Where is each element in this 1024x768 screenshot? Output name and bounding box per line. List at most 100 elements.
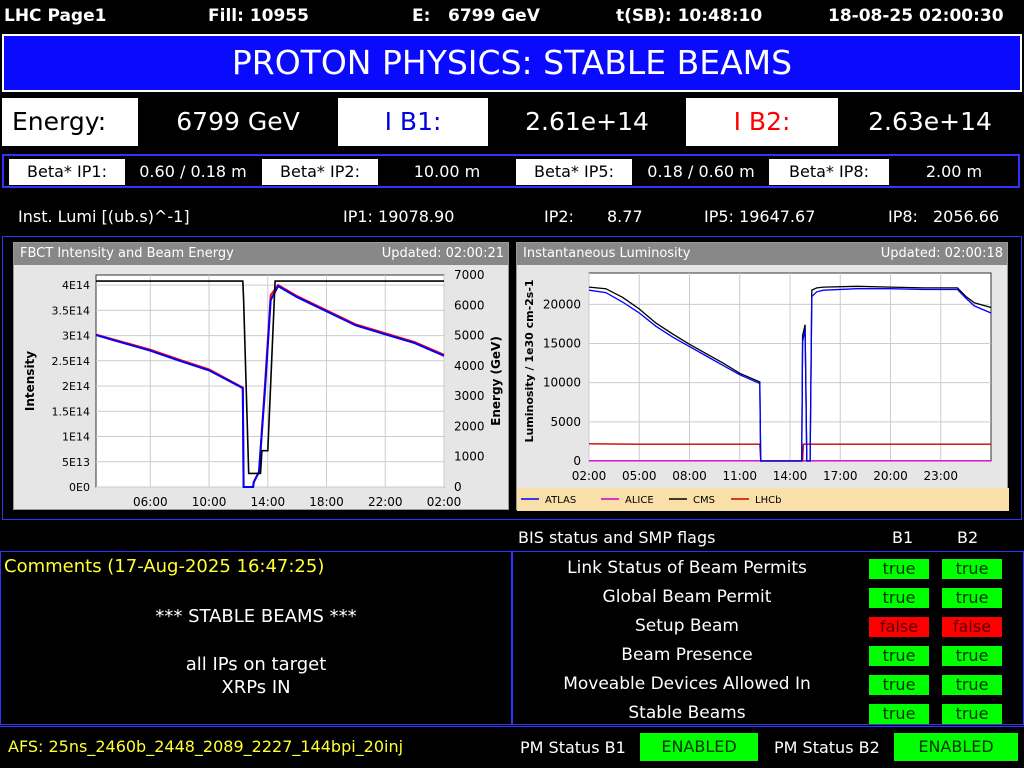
fbct-y-tick-label: 1.5E14 [52, 405, 90, 418]
bis-flag-label: Stable Beams [628, 703, 746, 723]
lumi-x-tick-label: 14:00 [773, 469, 808, 483]
lumi-x-tick-label: 08:00 [672, 469, 707, 483]
lumi-x-tick-label: 05:00 [622, 469, 657, 483]
footer-bar: AFS: 25ns_2460b_2448_2089_2227_144bpi_20… [0, 726, 1024, 768]
bis-flag-b2-value: false [942, 617, 1002, 637]
fbct-chart: 06:00 10:00 14:00 18:00 22:00 02:00 0E0 5E13 1E1… [23, 268, 503, 509]
lumi-y-tick-label: 15000 [543, 337, 581, 351]
bis-flag-label: Global Beam Permit [602, 587, 772, 607]
fbct-y-tick-label: 4E14 [62, 279, 90, 292]
fbct-series-line [95, 284, 445, 488]
lumi-chart-titlebar: Instantaneous Luminosity Updated: 02:00:… [517, 243, 1007, 265]
bis-title: BIS status and SMP flags [518, 528, 716, 547]
lumi-y-axis-label: Luminosity / 1e30 cm-2s-1 [523, 279, 536, 442]
lumi-ip8-label: IP8: [888, 207, 918, 226]
bis-flag-b2-value: true [942, 588, 1002, 608]
lumi-y-tick-label: 0 [573, 454, 581, 468]
bis-flag-label: Moveable Devices Allowed In [563, 674, 811, 694]
fbct-x-tick-label: 02:00 [427, 495, 462, 509]
lumi-chart-updated: Updated: 02:00:18 [880, 246, 1003, 261]
top-status-bar: LHC Page1 Fill: 10955 E: 6799 GeV t(SB):… [0, 0, 1024, 32]
ib2-label: I B2: [686, 98, 838, 146]
bis-flag-label: Link Status of Beam Permits [567, 558, 807, 578]
lumi-ip8-value: 2056.66 [933, 207, 1000, 226]
lumi-y-tick-label: 5000 [550, 415, 581, 429]
ib2-value: 2.63e+14 [838, 98, 1022, 146]
energy-value: 6799 GeV [448, 6, 540, 26]
fbct-x-tick-label: 14:00 [251, 495, 286, 509]
bis-col-b2: B2 [957, 528, 979, 547]
ib1-value: 2.61e+14 [488, 98, 686, 146]
fbct-y-tick-label: 1E14 [62, 431, 90, 444]
comment-line-3: XRPs IN [221, 677, 291, 698]
beta-ip2-label: Beta* IP2: [262, 159, 378, 185]
bis-flag-b2-value: true [942, 704, 1002, 724]
beta-ip2-value: 10.00 m [380, 159, 514, 185]
fbct-y-tick-label: 2E14 [62, 380, 90, 393]
bis-flag-b1-value: true [869, 588, 929, 608]
pm-status-b2-value: ENABLED [894, 733, 1018, 761]
bis-flag-b1-value: true [869, 675, 929, 695]
lumi-chart-panel: Instantaneous Luminosity Updated: 02:00:… [516, 242, 1009, 511]
fbct-chart-panel: FBCT Intensity and Beam Energy Updated: … [13, 242, 509, 510]
lumi-x-tick-label: 17:00 [823, 469, 858, 483]
fbct-y2-tick-label: 6000 [454, 298, 485, 312]
bis-flag-b2-value: true [942, 559, 1002, 579]
lumi-y-tick-label: 10000 [543, 376, 581, 390]
beta-ip8-label: Beta* IP8: [769, 159, 889, 185]
fbct-y2-tick-label: 3000 [454, 389, 485, 403]
bis-flag-b1-value: false [869, 617, 929, 637]
bis-flag-b1-value: true [869, 646, 929, 666]
fbct-y-tick-label: 2.5E14 [52, 355, 90, 368]
energy-row-value: 6799 GeV [138, 98, 338, 146]
fbct-y2-tick-label: 2000 [454, 419, 485, 433]
lumi-chart-title: Instantaneous Luminosity [523, 246, 691, 261]
plots-frame [2, 236, 1022, 520]
energy-row-label: Energy: [2, 98, 138, 146]
fbct-x-tick-label: 18:00 [309, 495, 344, 509]
fbct-series-line [96, 280, 444, 475]
fbct-chart-titlebar: FBCT Intensity and Beam Energy Updated: … [14, 243, 508, 265]
fbct-y-axis-label: Intensity [23, 351, 37, 411]
lumi-x-tick-label: 23:00 [923, 469, 958, 483]
pm-status-b1-label: PM Status B1 [520, 738, 626, 757]
datetime: 18-08-25 02:00:30 [828, 6, 1004, 26]
fbct-y-tick-label: 0E0 [69, 481, 90, 494]
fbct-y2-tick-label: 0 [454, 480, 462, 494]
comments-panel: Comments (17-Aug-2025 16:47:25) *** STAB… [0, 551, 512, 725]
time-stable-beams: t(SB): 10:48:10 [616, 6, 763, 26]
fbct-y2-axis-label: Energy (GeV) [489, 336, 503, 426]
bis-col-b1: B1 [892, 528, 914, 547]
lumi-ip2-label: IP2: [544, 207, 574, 226]
comment-line-2: all IPs on target [185, 654, 327, 675]
bis-flags-panel: Link Status of Beam Permits true true Globa… [512, 551, 1024, 725]
lumi-legend-bg [517, 488, 1009, 511]
bis-flag-b2-value: true [942, 646, 1002, 666]
fbct-y2-tick-label: 4000 [454, 359, 485, 373]
lumi-legend-label: ALICE [625, 495, 654, 506]
fbct-y2-tick-label: 7000 [454, 268, 485, 282]
fbct-y-tick-label: 5E13 [62, 456, 90, 469]
fbct-x-tick-label: 10:00 [192, 495, 227, 509]
beta-ip5-label: Beta* IP5: [516, 159, 632, 185]
lumi-series-line [588, 288, 992, 462]
pm-status-b2-label: PM Status B2 [774, 738, 880, 757]
fbct-y-tick-label: 3.5E14 [52, 304, 90, 317]
lumi-x-tick-label: 11:00 [722, 469, 757, 483]
bis-flag-label: Beam Presence [621, 645, 753, 665]
beta-ip1-value: 0.60 / 0.18 m [126, 159, 260, 185]
bis-flag-label: Setup Beam [635, 616, 739, 636]
page-name: LHC Page1 [4, 6, 107, 26]
fbct-x-tick-label: 22:00 [368, 495, 403, 509]
lumi-x-tick-label: 20:00 [873, 469, 908, 483]
fbct-chart-title: FBCT Intensity and Beam Energy [20, 246, 234, 261]
fbct-chart-updated: Updated: 02:00:21 [381, 246, 504, 261]
fbct-x-tick-label: 06:00 [133, 495, 168, 509]
fill-number: Fill: 10955 [208, 6, 309, 26]
fbct-y2-tick-label: 5000 [454, 329, 485, 343]
beta-ip8-value: 2.00 m [891, 159, 1017, 185]
comment-line-1: *** STABLE BEAMS *** [155, 606, 357, 627]
lumi-legend-label: LHCb [755, 495, 781, 506]
lumi-legend-label: CMS [693, 495, 715, 506]
bis-flag-b1-value: true [869, 559, 929, 579]
